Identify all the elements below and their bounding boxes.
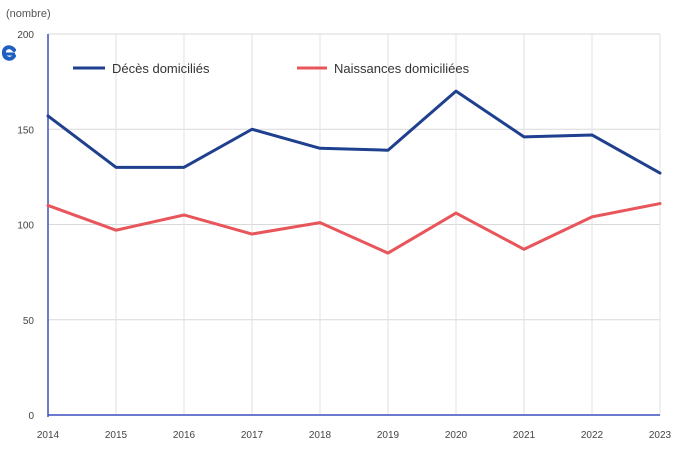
series-2-point	[318, 221, 322, 224]
series-2-point	[114, 229, 118, 232]
series-2-point	[658, 202, 662, 205]
y-tick-label: 100	[17, 221, 34, 232]
series-line-2	[46, 202, 662, 255]
series-1-point	[386, 149, 390, 152]
cropped-title-fragment	[0, 42, 18, 72]
series-2-point	[250, 232, 254, 236]
series-2-point	[454, 211, 458, 215]
y-axis-unit-label: (nombre)	[6, 8, 51, 20]
series-1-point	[590, 133, 594, 137]
series-2-point	[46, 204, 50, 207]
series-1-point	[114, 166, 118, 169]
x-tick-label: 2016	[173, 430, 196, 441]
x-tick-label: 2014	[37, 430, 60, 441]
y-tick-label: 50	[23, 316, 35, 327]
series-1-point	[522, 135, 526, 139]
series-1-point	[250, 128, 254, 131]
series-1-point	[658, 171, 662, 175]
legend-label-2: Naissances domiciliées	[334, 61, 470, 76]
x-tick-label: 2018	[309, 430, 332, 441]
x-tick-label: 2023	[649, 430, 672, 441]
series-1-point	[46, 114, 50, 118]
y-tick-label: 200	[17, 30, 34, 41]
x-tick-label: 2020	[445, 430, 468, 441]
x-tick-label: 2015	[105, 430, 128, 441]
series-1-point	[182, 166, 186, 169]
y-tick-label: 150	[17, 125, 34, 136]
series-2-point	[182, 213, 186, 217]
x-tick-label: 2019	[377, 430, 400, 441]
x-tick-label: 2017	[241, 430, 264, 441]
x-tick-label: 2022	[581, 430, 604, 441]
series-1-point	[454, 89, 458, 93]
series-line-1	[46, 89, 662, 175]
series-2-point	[590, 215, 594, 219]
legend-label-1: Décès domiciliés	[112, 61, 210, 76]
series-2-point	[386, 251, 390, 255]
y-tick-label: 0	[28, 411, 34, 422]
series-1-point	[318, 147, 322, 150]
series-2-point	[522, 248, 526, 251]
x-tick-label: 2021	[513, 430, 536, 441]
